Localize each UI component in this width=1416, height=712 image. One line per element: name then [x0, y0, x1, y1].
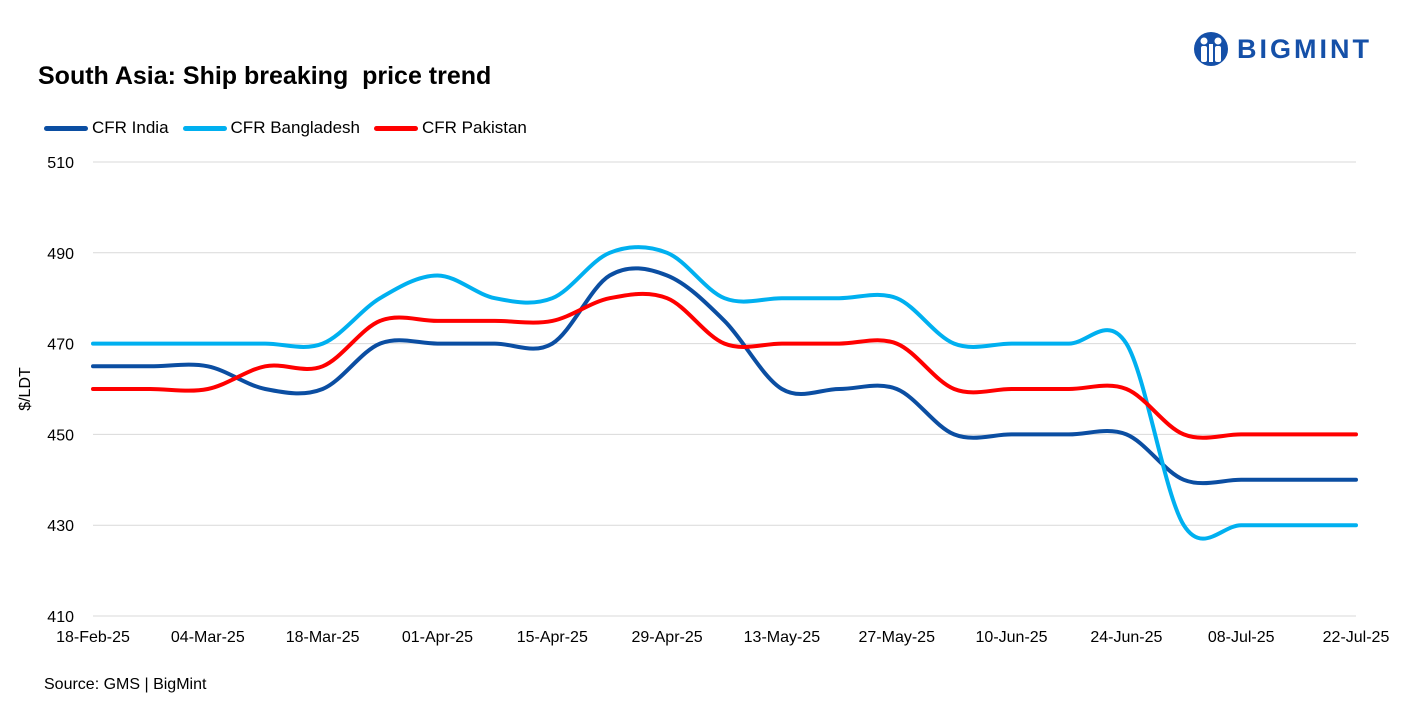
chart-title: South Asia: Ship breaking price trend	[38, 62, 492, 90]
x-tick-label: 24-Jun-25	[1090, 629, 1162, 646]
x-tick-label: 01-Apr-25	[402, 629, 473, 646]
legend-swatch	[182, 125, 227, 131]
y-tick-label: 470	[47, 337, 74, 354]
source-note: Source: GMS | BigMint	[44, 676, 207, 693]
legend-item-pakistan: CFR Pakistan	[374, 118, 527, 138]
series-line-cfr-india	[91, 266, 1358, 486]
legend-item-india: CFR India	[44, 118, 169, 138]
y-tick-label: 430	[47, 518, 74, 535]
legend: CFR India CFR Bangladesh CFR Pakistan	[44, 118, 527, 138]
legend-swatch	[374, 125, 418, 131]
series-line-cfr-pakistan	[91, 291, 1358, 440]
x-tick-label: 18-Feb-25	[56, 629, 130, 646]
x-tick-label: 04-Mar-25	[171, 629, 245, 646]
y-tick-label: 410	[47, 609, 74, 626]
x-tick-label: 27-May-25	[858, 629, 935, 646]
x-tick-label: 13-May-25	[744, 629, 821, 646]
y-tick-label: 490	[47, 246, 74, 263]
legend-label: CFR India	[92, 118, 169, 137]
logo-icon	[1194, 32, 1228, 66]
x-tick-label: 18-Mar-25	[286, 629, 360, 646]
x-tick-label: 08-Jul-25	[1208, 629, 1275, 646]
legend-item-bangladesh: CFR Bangladesh	[182, 118, 360, 138]
x-tick-label: 10-Jun-25	[976, 629, 1048, 646]
series-line-cfr-bangladesh	[91, 245, 1358, 541]
x-tick-label: 29-Apr-25	[632, 629, 703, 646]
bigmint-logo: BIGMINT	[1193, 30, 1372, 68]
legend-label: CFR Bangladesh	[230, 118, 360, 137]
y-axis-label: $/LDT	[17, 367, 34, 411]
y-tick-label: 450	[47, 427, 74, 444]
x-tick-label: 15-Apr-25	[517, 629, 588, 646]
legend-label: CFR Pakistan	[422, 118, 527, 137]
x-tick-label: 22-Jul-25	[1323, 629, 1390, 646]
logo-text: BIGMINT	[1237, 33, 1372, 64]
y-tick-label: 510	[47, 155, 74, 172]
legend-swatch	[44, 125, 88, 131]
